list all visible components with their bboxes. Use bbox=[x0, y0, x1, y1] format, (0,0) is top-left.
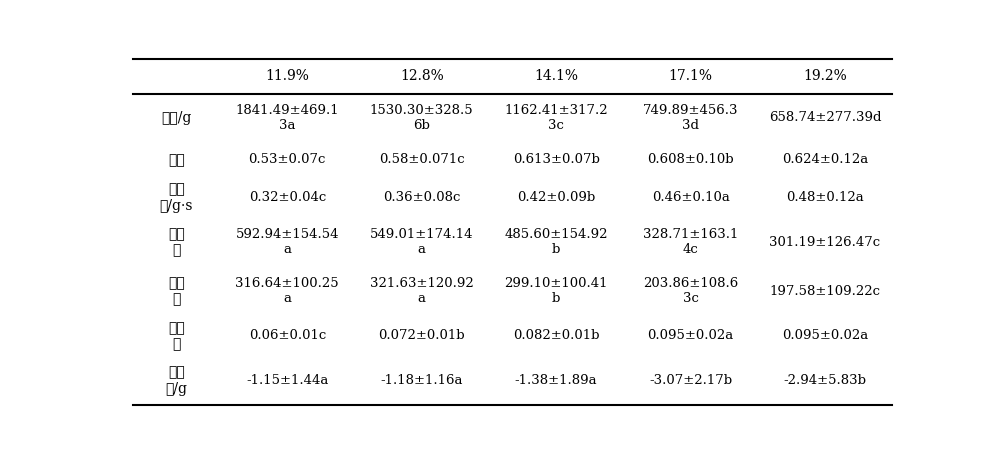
Text: 硬度/g: 硬度/g bbox=[161, 111, 192, 125]
Text: 485.60±154.92
b: 485.60±154.92 b bbox=[504, 228, 608, 256]
Text: 17.1%: 17.1% bbox=[669, 69, 713, 83]
Text: 0.095±0.02a: 0.095±0.02a bbox=[647, 329, 734, 342]
Text: -2.94±5.83b: -2.94±5.83b bbox=[784, 374, 867, 387]
Text: 11.9%: 11.9% bbox=[265, 69, 309, 83]
Text: -1.18±1.16a: -1.18±1.16a bbox=[380, 374, 463, 387]
Text: 0.608±0.10b: 0.608±0.10b bbox=[647, 153, 734, 166]
Text: 301.19±126.47c: 301.19±126.47c bbox=[769, 236, 881, 249]
Text: 胶着
度: 胶着 度 bbox=[168, 227, 185, 257]
Text: 粘附
性/g: 粘附 性/g bbox=[165, 365, 187, 396]
Text: 299.10±100.41
b: 299.10±100.41 b bbox=[504, 277, 608, 305]
Text: 658.74±277.39d: 658.74±277.39d bbox=[769, 112, 881, 124]
Text: 328.71±163.1
4c: 328.71±163.1 4c bbox=[643, 228, 738, 256]
Text: -1.38±1.89a: -1.38±1.89a bbox=[515, 374, 597, 387]
Text: 0.095±0.02a: 0.095±0.02a bbox=[782, 329, 868, 342]
Text: 14.1%: 14.1% bbox=[534, 69, 578, 83]
Text: 0.624±0.12a: 0.624±0.12a bbox=[782, 153, 868, 166]
Text: 1530.30±328.5
6b: 1530.30±328.5 6b bbox=[370, 104, 474, 132]
Text: 0.082±0.01b: 0.082±0.01b bbox=[513, 329, 599, 342]
Text: 0.42±0.09b: 0.42±0.09b bbox=[517, 191, 595, 204]
Text: 12.8%: 12.8% bbox=[400, 69, 444, 83]
Text: 0.613±0.07b: 0.613±0.07b bbox=[513, 153, 600, 166]
Text: -3.07±2.17b: -3.07±2.17b bbox=[649, 374, 732, 387]
Text: 0.06±0.01c: 0.06±0.01c bbox=[249, 329, 326, 342]
Text: 回复
性: 回复 性 bbox=[168, 321, 185, 351]
Text: 203.86±108.6
3c: 203.86±108.6 3c bbox=[643, 277, 738, 305]
Text: 0.072±0.01b: 0.072±0.01b bbox=[378, 329, 465, 342]
Text: 弹性: 弹性 bbox=[168, 153, 185, 167]
Text: 19.2%: 19.2% bbox=[803, 69, 847, 83]
Text: 0.32±0.04c: 0.32±0.04c bbox=[249, 191, 326, 204]
Text: 0.36±0.08c: 0.36±0.08c bbox=[383, 191, 460, 204]
Text: 549.01±174.14
a: 549.01±174.14 a bbox=[370, 228, 473, 256]
Text: 0.48±0.12a: 0.48±0.12a bbox=[786, 191, 864, 204]
Text: 1162.41±317.2
3c: 1162.41±317.2 3c bbox=[504, 104, 608, 132]
Text: 0.53±0.07c: 0.53±0.07c bbox=[249, 153, 326, 166]
Text: 0.46±0.10a: 0.46±0.10a bbox=[652, 191, 730, 204]
Text: 0.58±0.071c: 0.58±0.071c bbox=[379, 153, 465, 166]
Text: 316.64±100.25
a: 316.64±100.25 a bbox=[235, 277, 339, 305]
Text: 321.63±120.92
a: 321.63±120.92 a bbox=[370, 277, 474, 305]
Text: 749.89±456.3
3d: 749.89±456.3 3d bbox=[643, 104, 738, 132]
Text: 粘聚
性/g·s: 粘聚 性/g·s bbox=[160, 182, 193, 213]
Text: 咀嚼
度: 咀嚼 度 bbox=[168, 276, 185, 306]
Text: 1841.49±469.1
3a: 1841.49±469.1 3a bbox=[235, 104, 339, 132]
Text: 197.58±109.22c: 197.58±109.22c bbox=[770, 285, 881, 297]
Text: -1.15±1.44a: -1.15±1.44a bbox=[246, 374, 328, 387]
Text: 592.94±154.54
a: 592.94±154.54 a bbox=[236, 228, 339, 256]
